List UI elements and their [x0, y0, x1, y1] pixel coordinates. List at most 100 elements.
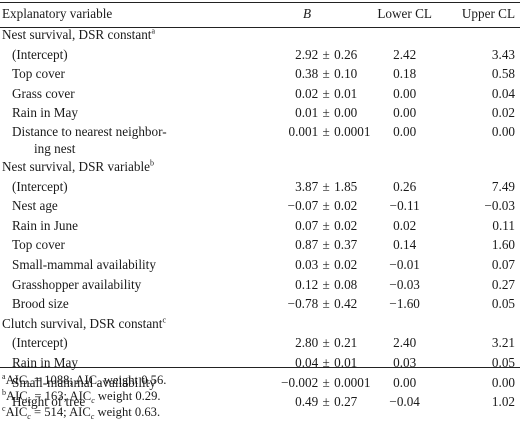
lower-cl: 0.00 — [393, 123, 417, 139]
plus-minus: ± — [322, 256, 330, 272]
col-header-variable: Explanatory variable — [2, 6, 113, 21]
lower-cl: 2.42 — [393, 46, 417, 62]
footnote-subscript: c — [91, 396, 95, 405]
upper-cl: 0.02 — [491, 105, 515, 121]
plus-minus: ± — [322, 105, 330, 121]
lower-cl: 0.03 — [393, 354, 417, 370]
b-std-error: 0.42 — [334, 296, 358, 312]
variable-name: (Intercept) — [12, 178, 68, 194]
section-header-row: Nest survival, DSR constanta — [0, 25, 520, 45]
variable-name: Distance to nearest neighbor-ing nest — [0, 123, 246, 157]
upper-cl: 0.58 — [491, 66, 515, 82]
footnote-subscript: c — [90, 412, 95, 421]
footnote-mark: b — [149, 158, 154, 168]
b-estimate: 0.38 ±0.10 — [246, 64, 368, 84]
table-row: Brood size −0.78 ±0.42 −1.60 0.05 — [0, 294, 520, 314]
footnote-text: = 1088; AIC — [30, 373, 98, 387]
lower-cl: −1.60 — [389, 296, 420, 312]
upper-cl: 0.04 — [491, 85, 515, 101]
table-body: Nest survival, DSR constanta (Intercept) 2… — [0, 25, 520, 412]
section-title-text: Nest survival, DSR variable — [2, 158, 150, 174]
header-rule — [0, 27, 520, 28]
b-estimate: 0.87 ±0.37 — [246, 235, 368, 255]
b-std-error: 0.02 — [334, 256, 358, 272]
b-std-error: 0.02 — [334, 217, 358, 233]
b-value: 0.03 — [295, 256, 319, 272]
variable-name: Grasshopper availability — [12, 276, 142, 292]
b-std-error: 0.27 — [334, 394, 358, 410]
plus-minus: ± — [322, 66, 330, 82]
section-title-text: Nest survival, DSR constant — [2, 27, 152, 42]
upper-cl: 1.60 — [491, 237, 515, 253]
variable-name: Small-mammal availability — [12, 256, 156, 272]
table-row: (Intercept) 2.80 ±0.21 2.40 3.21 — [0, 333, 520, 353]
footnote-subscript: c — [27, 412, 31, 421]
b-estimate: 0.07 ±0.02 — [246, 216, 368, 236]
b-std-error: 0.00 — [334, 105, 358, 121]
table-row: (Intercept) 3.87 ±1.85 0.26 7.49 — [0, 177, 520, 197]
b-std-error: 0.01 — [334, 354, 358, 370]
b-estimate: 0.12 ±0.08 — [246, 275, 368, 295]
footnote-mark: a — [151, 26, 156, 36]
b-estimate: 0.49 ±0.27 — [246, 392, 368, 412]
variable-name: (Intercept) — [12, 335, 68, 351]
plus-minus: ± — [322, 374, 330, 390]
lower-cl: 0.14 — [393, 237, 417, 253]
footnote-text: = 163; AIC — [31, 389, 92, 403]
b-estimate: −0.07 ±0.02 — [246, 196, 368, 216]
footnote-subscript: c — [27, 396, 32, 405]
lower-cl: 2.40 — [393, 335, 417, 351]
variable-name-line: ing nest — [34, 140, 76, 156]
variable-name: Rain in May — [12, 354, 78, 370]
b-std-error: 0.0001 — [334, 123, 371, 139]
section-title: Clutch survival, DSR constantc — [0, 314, 520, 334]
table-row: Rain in June 0.07 ±0.02 0.02 0.11 — [0, 216, 520, 236]
variable-name: Small-mammal availability — [12, 374, 156, 390]
variable-name: (Intercept) — [12, 46, 68, 62]
top-rule — [0, 2, 520, 3]
b-value: 2.80 — [295, 335, 319, 351]
b-value: 3.87 — [295, 178, 319, 194]
plus-minus: ± — [322, 296, 330, 312]
footnote: aAICc = 1088; AICc weight 0.56. — [2, 372, 167, 388]
table-row: Top cover 0.38 ±0.10 0.18 0.58 — [0, 64, 520, 84]
footnote-mark: b — [2, 387, 6, 397]
upper-cl: 3.21 — [491, 335, 515, 351]
upper-cl: 7.49 — [491, 178, 515, 194]
upper-cl: 0.11 — [492, 217, 515, 233]
b-value: 0.07 — [295, 217, 319, 233]
b-value: 0.02 — [295, 85, 319, 101]
b-value: 2.92 — [295, 46, 319, 62]
lower-cl: −0.11 — [389, 198, 420, 214]
plus-minus: ± — [322, 394, 330, 410]
lower-cl: 0.18 — [393, 66, 417, 82]
b-estimate: 0.001 ±0.0001 — [246, 123, 371, 157]
table-row: Small-mammal availability −0.002 ±0.0001 0.… — [0, 373, 520, 393]
b-std-error: 0.0001 — [334, 374, 371, 390]
upper-cl: 1.02 — [491, 394, 515, 410]
table-row: Rain in May 0.01 ±0.00 0.00 0.02 — [0, 103, 520, 123]
footnote-text: weight 0.56. — [100, 373, 167, 387]
section-title: Nest survival, DSR constanta — [0, 25, 520, 45]
plus-minus: ± — [322, 198, 330, 214]
b-std-error: 0.02 — [334, 198, 358, 214]
section-title-text: Clutch survival, DSR constant — [2, 315, 163, 331]
lower-cl: −0.04 — [389, 394, 420, 410]
table-row: Small-mammal availability 0.03 ±0.02 −0.01 0… — [0, 255, 520, 275]
variable-name: Grass cover — [12, 85, 75, 101]
b-value: 0.87 — [295, 237, 319, 253]
upper-cl: 3.43 — [491, 46, 515, 62]
lower-cl: −0.03 — [389, 276, 420, 292]
b-estimate: 2.92 ±0.26 — [246, 45, 368, 65]
lower-cl: −0.01 — [389, 256, 420, 272]
upper-cl: 0.05 — [491, 354, 515, 370]
b-estimate: 0.01 ±0.00 — [246, 103, 368, 123]
plus-minus: ± — [322, 217, 330, 233]
footnote: cAICc = 514; AICc weight 0.63. — [2, 404, 160, 421]
upper-cl: −0.03 — [484, 198, 515, 214]
upper-cl: 0.00 — [491, 374, 515, 390]
b-std-error: 0.21 — [334, 335, 358, 351]
b-std-error: 0.01 — [334, 85, 358, 101]
b-std-error: 0.26 — [334, 46, 358, 62]
